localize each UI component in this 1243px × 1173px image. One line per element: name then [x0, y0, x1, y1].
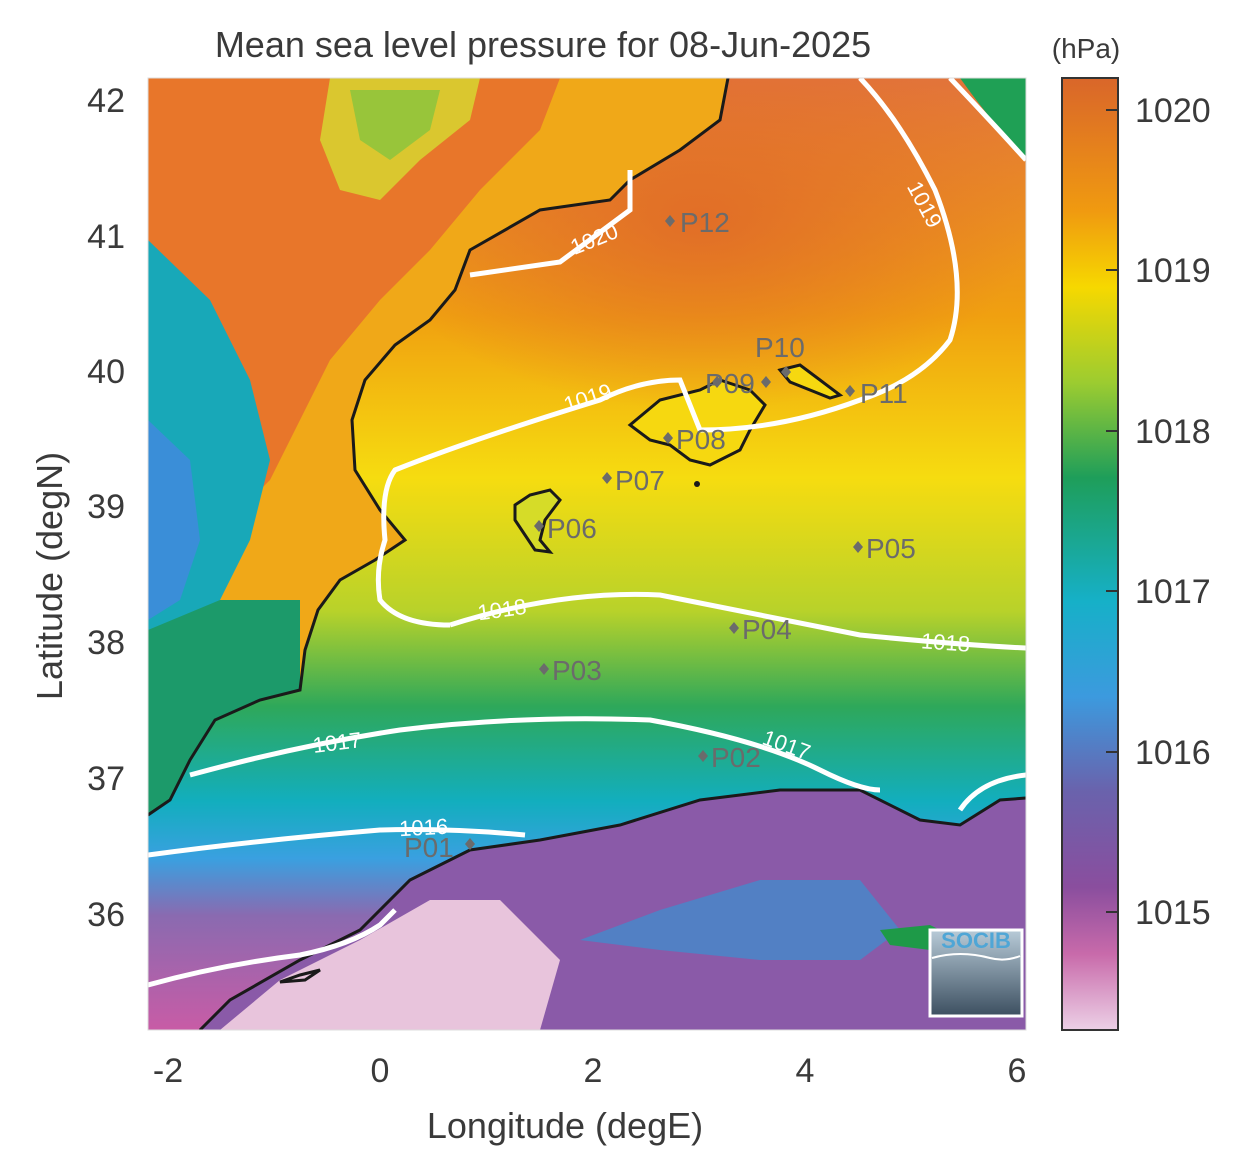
isobar-1018-line: [449, 591, 1026, 651]
x-tick-label: 4: [796, 1052, 815, 1090]
africa-low-pressure-pink: [220, 900, 560, 1030]
x-tick-label: 2: [584, 1052, 603, 1090]
isobar-label-1016: 1016: [399, 814, 449, 842]
station-label-p01: P01: [404, 832, 454, 863]
map-frame: [147, 77, 1027, 1031]
station-label-p04: P04: [742, 614, 792, 645]
map-area: 1020 1019 1019 1018 1018 1017 1017 1016 …: [148, 78, 1026, 1030]
x-axis: -2 0 2 4 6: [153, 1052, 1027, 1090]
y-tick-label: 38: [87, 624, 125, 662]
colorbar-tick-label: 1018: [1135, 413, 1211, 451]
y-tick-label: 39: [87, 488, 125, 526]
isobar-1020-line: [469, 170, 633, 278]
station-label-p03: P03: [552, 655, 602, 686]
isobar-label-1018-east: 1018: [920, 628, 971, 656]
socib-logo: SOCIB: [928, 928, 1024, 1018]
colorbar-tick-label: 1019: [1135, 252, 1211, 290]
isobar-1019-ne-line: [948, 78, 1026, 162]
y-axis-label: Latitude (degN): [29, 452, 70, 700]
isobar-1017-line: [189, 716, 881, 793]
colorbar-tick-label: 1020: [1135, 92, 1211, 130]
y-tick-label: 40: [87, 353, 125, 391]
colorbar: (hPa) 1020 1019 1018 1017 1016 1015: [1052, 33, 1211, 1031]
station-label-p09: P09: [705, 368, 755, 399]
atlas-blue: [580, 880, 900, 960]
colorbar-tick-label: 1016: [1135, 734, 1211, 772]
station-p01: P01: [404, 832, 475, 863]
station-label-p12: P12: [680, 207, 730, 238]
station-p11: P11: [845, 378, 908, 409]
station-p03: P03: [539, 655, 602, 686]
alboran-coastline: [279, 968, 321, 984]
station-label-p05: P05: [866, 533, 916, 564]
isobar-label-1017: 1017: [311, 727, 363, 758]
cabrera: [694, 481, 700, 487]
isobar-1019-line: [375, 78, 960, 628]
y-tick-label: 41: [87, 218, 125, 256]
ebro-valley-green: [350, 90, 440, 160]
station-label-p07: P07: [615, 465, 665, 496]
x-tick-label: 0: [371, 1052, 390, 1090]
socib-logo-text: SOCIB: [941, 928, 1011, 953]
x-tick-label: -2: [153, 1052, 183, 1090]
station-label-p11: P11: [860, 378, 908, 409]
station-points: P01 P02 P03 P04 P05 P06 P07 P08 P09 P10 …: [404, 207, 916, 863]
station-p09: P09: [705, 368, 755, 399]
station-label-p10: P10: [755, 332, 805, 363]
ibiza: [513, 488, 562, 554]
station-p07: P07: [602, 465, 665, 496]
x-axis-label: Longitude (degE): [427, 1105, 703, 1146]
colorbar-scale: [1061, 77, 1119, 1031]
x-tick-label: 6: [1008, 1052, 1027, 1090]
station-p02: P02: [698, 742, 761, 773]
y-tick-label: 36: [87, 896, 125, 934]
station-p10: P10: [755, 332, 805, 388]
station-label-p08: P08: [676, 424, 726, 455]
colorbar-tick-label: 1015: [1135, 894, 1211, 932]
isobar-1016-line: [148, 827, 526, 858]
station-p08: P08: [663, 424, 726, 455]
station-p04: P04: [729, 614, 792, 645]
isobar-1016-sw-line: [148, 908, 397, 988]
station-label-p06: P06: [547, 513, 597, 544]
isobar-1017-east-line: [957, 772, 1026, 812]
station-p06: P06: [534, 513, 597, 544]
colorbar-unit: (hPa): [1052, 33, 1120, 64]
south-iberia-green: [148, 600, 300, 815]
y-tick-label: 37: [87, 760, 125, 798]
menorca: [777, 363, 844, 400]
west-plateau-blue: [148, 420, 200, 620]
station-p05: P05: [853, 533, 916, 564]
station-p12: P12: [665, 207, 730, 238]
y-tick-label: 42: [87, 82, 125, 120]
y-axis: 42 41 40 39 38 37 36: [87, 82, 125, 934]
chart-title: Mean sea level pressure for 08-Jun-2025: [215, 24, 871, 65]
colorbar-tick-label: 1017: [1135, 573, 1211, 611]
iberia-coastline: [148, 78, 730, 817]
station-label-p02: P02: [711, 742, 761, 773]
